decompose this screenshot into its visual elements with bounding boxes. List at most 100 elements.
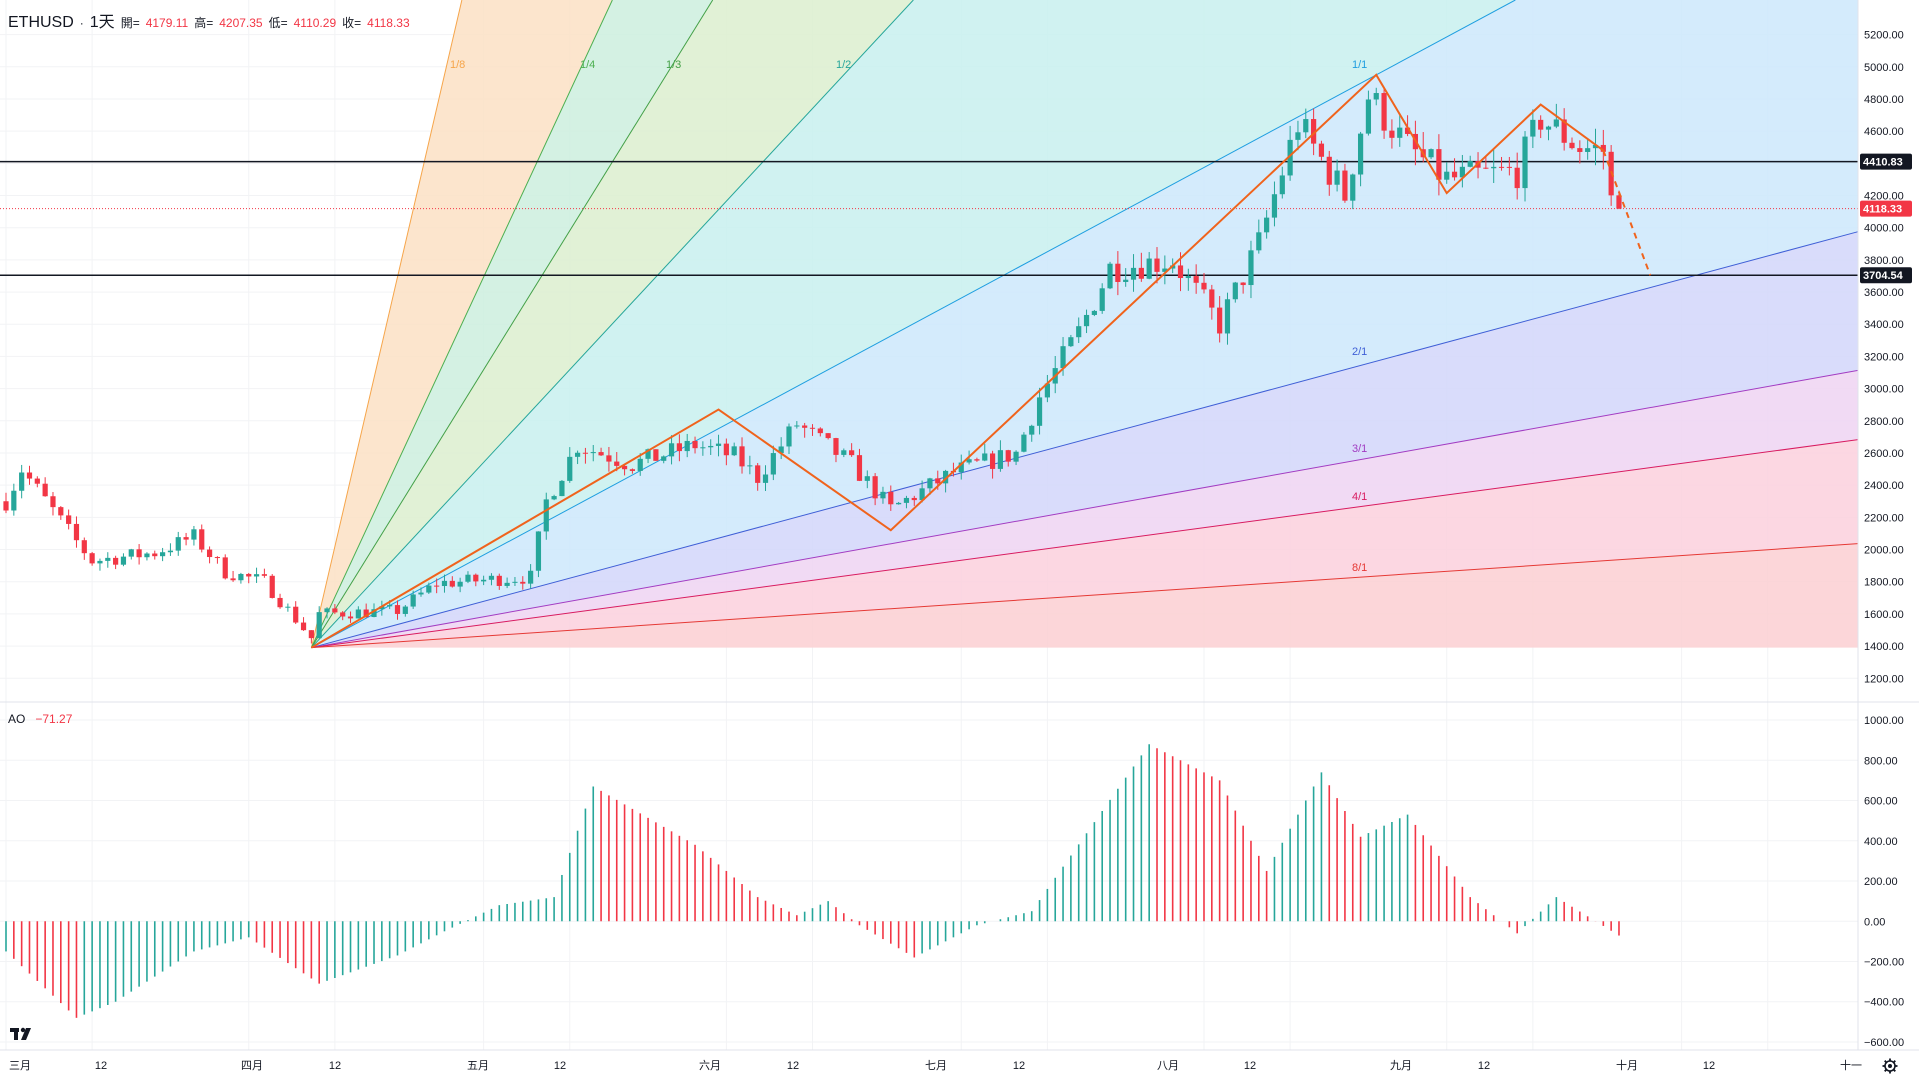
zigzag-projection[interactable] <box>1602 150 1652 276</box>
candle[interactable] <box>1318 140 1325 161</box>
candle[interactable] <box>1076 317 1082 344</box>
candle[interactable] <box>26 465 33 485</box>
candle[interactable] <box>97 558 103 571</box>
candle[interactable] <box>167 543 174 556</box>
candle[interactable] <box>1123 268 1129 287</box>
candle[interactable] <box>1036 387 1043 435</box>
candle[interactable] <box>982 443 988 462</box>
candle[interactable] <box>1162 255 1168 285</box>
candle[interactable] <box>1248 240 1254 299</box>
candle[interactable] <box>113 555 119 570</box>
candle[interactable] <box>809 424 816 436</box>
candle[interactable] <box>574 450 581 465</box>
candle[interactable] <box>841 448 847 458</box>
candle[interactable] <box>19 464 25 499</box>
candle[interactable] <box>528 564 534 589</box>
candle[interactable] <box>802 422 808 438</box>
candle[interactable] <box>794 421 800 429</box>
candle[interactable] <box>293 601 299 625</box>
candle[interactable] <box>1303 108 1309 139</box>
candle[interactable] <box>1224 292 1231 345</box>
candle[interactable] <box>1569 137 1575 150</box>
indicator-name[interactable]: AO <box>8 712 26 726</box>
price-axis[interactable]: 1200.00 1400.00 1600.00 1800.00 2000.00 2200.… <box>1864 30 1904 686</box>
candle[interactable] <box>457 577 463 593</box>
candle[interactable] <box>1115 251 1121 296</box>
candle[interactable] <box>1201 272 1207 294</box>
candle[interactable] <box>700 441 706 456</box>
candle[interactable] <box>872 473 878 506</box>
candle[interactable] <box>465 571 471 584</box>
settings-gear-icon[interactable] <box>1882 1058 1898 1074</box>
candle[interactable] <box>105 552 111 568</box>
candle[interactable] <box>261 568 267 578</box>
gann-fan-line[interactable] <box>310 0 613 648</box>
candle[interactable] <box>1350 173 1356 210</box>
candle[interactable] <box>1444 162 1450 184</box>
candle[interactable] <box>1365 90 1372 136</box>
candle[interactable] <box>183 532 189 546</box>
candle[interactable] <box>1459 154 1465 188</box>
candle[interactable] <box>300 617 307 631</box>
candle[interactable] <box>911 495 917 506</box>
candle[interactable] <box>1483 155 1489 170</box>
gann-fan-line[interactable] <box>310 0 463 648</box>
candle[interactable] <box>1295 120 1301 151</box>
candle[interactable] <box>1264 210 1270 239</box>
candle[interactable] <box>1107 261 1113 290</box>
candle[interactable] <box>590 444 596 462</box>
candle[interactable] <box>1506 156 1512 176</box>
candle[interactable] <box>1514 152 1520 200</box>
candle[interactable] <box>1099 283 1105 314</box>
candle[interactable] <box>1467 155 1473 168</box>
candle[interactable] <box>324 607 330 619</box>
ao-axis[interactable]: −600.00 −400.00 −200.00 0.00 200.00 400.00 600… <box>1864 715 1904 1049</box>
candle[interactable] <box>1592 128 1599 166</box>
candle[interactable] <box>1044 374 1050 403</box>
candle[interactable] <box>1561 108 1567 151</box>
candle[interactable] <box>402 604 408 617</box>
interval-label[interactable]: 1天 <box>89 14 115 31</box>
candle[interactable] <box>1130 254 1137 292</box>
ao-histogram[interactable] <box>5 744 1620 1018</box>
candle[interactable] <box>175 531 181 556</box>
candle[interactable] <box>668 435 675 465</box>
candle[interactable] <box>308 630 314 644</box>
zigzag-line[interactable] <box>310 73 1604 649</box>
candle[interactable] <box>34 476 40 488</box>
candle[interactable] <box>661 455 667 464</box>
candle[interactable] <box>332 604 338 615</box>
candle[interactable] <box>1311 108 1317 156</box>
candle[interactable] <box>230 570 236 582</box>
candle[interactable] <box>598 447 604 457</box>
candle[interactable] <box>1436 134 1442 196</box>
candle[interactable] <box>1240 282 1246 294</box>
candle[interactable] <box>269 574 275 599</box>
candle[interactable] <box>11 483 17 516</box>
candle[interactable] <box>919 480 925 503</box>
candle[interactable] <box>1193 264 1199 294</box>
candle[interactable] <box>606 446 612 472</box>
candle[interactable] <box>1334 159 1340 192</box>
candle[interactable] <box>856 448 863 482</box>
candle[interactable] <box>567 447 573 483</box>
candle[interactable] <box>418 587 424 597</box>
candle[interactable] <box>410 590 416 609</box>
candle[interactable] <box>825 433 831 440</box>
candle[interactable] <box>1397 113 1403 147</box>
candle[interactable] <box>739 437 745 474</box>
candle[interactable] <box>864 470 870 489</box>
candle[interactable] <box>199 524 205 553</box>
gann-fan-line[interactable] <box>311 543 1859 649</box>
candle[interactable] <box>1287 125 1293 181</box>
candle[interactable] <box>214 556 221 564</box>
candle[interactable] <box>896 501 902 505</box>
candle[interactable] <box>974 457 980 462</box>
candle[interactable] <box>1491 149 1497 184</box>
candle[interactable] <box>434 578 440 594</box>
candle[interactable] <box>1068 334 1074 348</box>
candle[interactable] <box>1232 281 1238 303</box>
candle[interactable] <box>1138 252 1144 282</box>
candle[interactable] <box>755 463 761 491</box>
candle[interactable] <box>504 577 510 589</box>
